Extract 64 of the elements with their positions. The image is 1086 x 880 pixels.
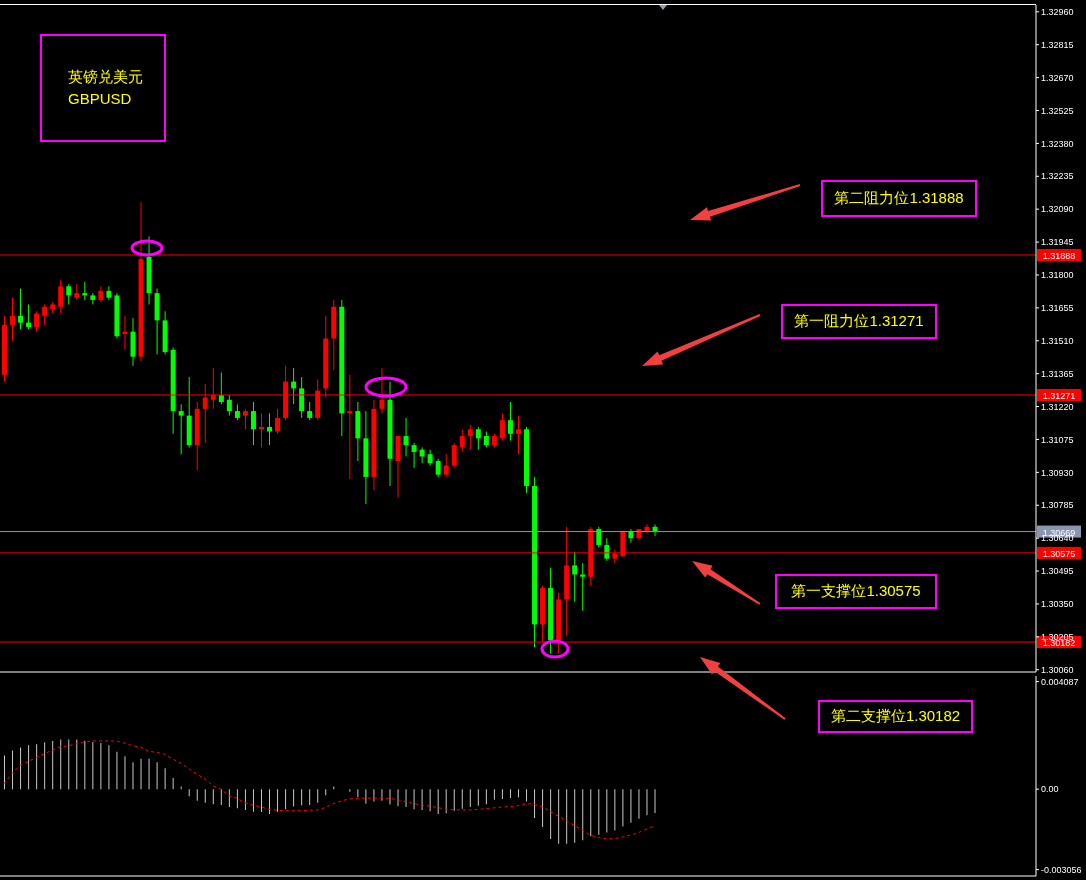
y-tick-label: 1.31510 <box>1041 335 1074 346</box>
candlestick <box>178 403 184 455</box>
candlestick <box>275 408 281 435</box>
candlestick <box>451 442 457 469</box>
annotation: 第二支撑位1.30182 <box>818 700 973 733</box>
y-tick-label: 1.31945 <box>1041 237 1074 248</box>
candlestick <box>507 401 513 442</box>
candlestick <box>106 285 112 301</box>
candlestick <box>82 281 88 301</box>
candlestick <box>10 297 16 342</box>
candlestick <box>258 412 264 448</box>
y-tick-label: 1.30785 <box>1041 500 1074 511</box>
candlestick <box>299 376 305 419</box>
y-tick-label: 1.32235 <box>1041 171 1074 182</box>
candlestick <box>580 562 586 612</box>
y-tick-label: 1.32815 <box>1041 39 1074 50</box>
ref-line-label: 1.31888 <box>1042 251 1076 262</box>
y-tick-label: 1.32090 <box>1041 204 1074 215</box>
text: 英镑兑美元 <box>68 67 144 87</box>
candlestick <box>572 551 578 603</box>
annotation: 第一支撑位1.30575 <box>775 574 937 609</box>
candlestick <box>66 283 72 305</box>
y-tick-label: -0.003056 <box>1041 864 1082 875</box>
candlestick <box>515 415 521 455</box>
y-tick-label: 1.30495 <box>1041 566 1074 577</box>
y-tick-label: 0.00 <box>1041 784 1059 795</box>
candlestick <box>379 367 385 414</box>
ref-line-label: 1.31271 <box>1042 390 1076 401</box>
y-tick-label: 1.30350 <box>1041 599 1074 610</box>
y-tick-label: 1.32960 <box>1041 7 1074 17</box>
candlestick <box>459 428 465 453</box>
y-tick-label: 1.31655 <box>1041 303 1074 314</box>
candlestick <box>403 417 409 457</box>
y-tick-label: 1.32525 <box>1041 105 1074 116</box>
y-tick-label: 1.31220 <box>1041 401 1074 412</box>
ref-line-label: 1.30575 <box>1042 548 1076 559</box>
candlestick <box>443 453 449 478</box>
candlestick <box>18 288 24 330</box>
y-tick-label: 1.30060 <box>1041 664 1074 675</box>
y-tick-label: 1.30930 <box>1041 467 1074 478</box>
candlestick <box>250 401 256 446</box>
candlestick <box>467 424 473 451</box>
candlestick <box>475 426 481 451</box>
candlestick <box>267 412 273 446</box>
y-tick-label: 1.32380 <box>1041 138 1074 149</box>
candlestick <box>411 442 417 469</box>
y-tick-label: 0.004087 <box>1041 676 1079 687</box>
annotation: 第一阻力位1.31271 <box>781 304 937 339</box>
y-tick-label: 1.32670 <box>1041 72 1074 83</box>
candlestick <box>435 458 441 478</box>
candlestick <box>499 412 505 442</box>
candlestick <box>42 303 48 326</box>
text: GBPUSD <box>68 89 133 109</box>
y-tick-label: 1.31365 <box>1041 368 1074 379</box>
candlestick <box>226 394 232 417</box>
candlestick <box>34 310 40 333</box>
candlestick <box>242 408 248 430</box>
annotation: 第二阻力位1.31888 <box>821 180 977 217</box>
candlestick <box>596 526 602 548</box>
candlestick <box>307 401 313 421</box>
y-tick-label: 1.31075 <box>1041 434 1074 445</box>
y-tick-label: 1.31800 <box>1041 270 1074 281</box>
candlestick <box>122 315 128 351</box>
candlestick <box>58 279 64 315</box>
